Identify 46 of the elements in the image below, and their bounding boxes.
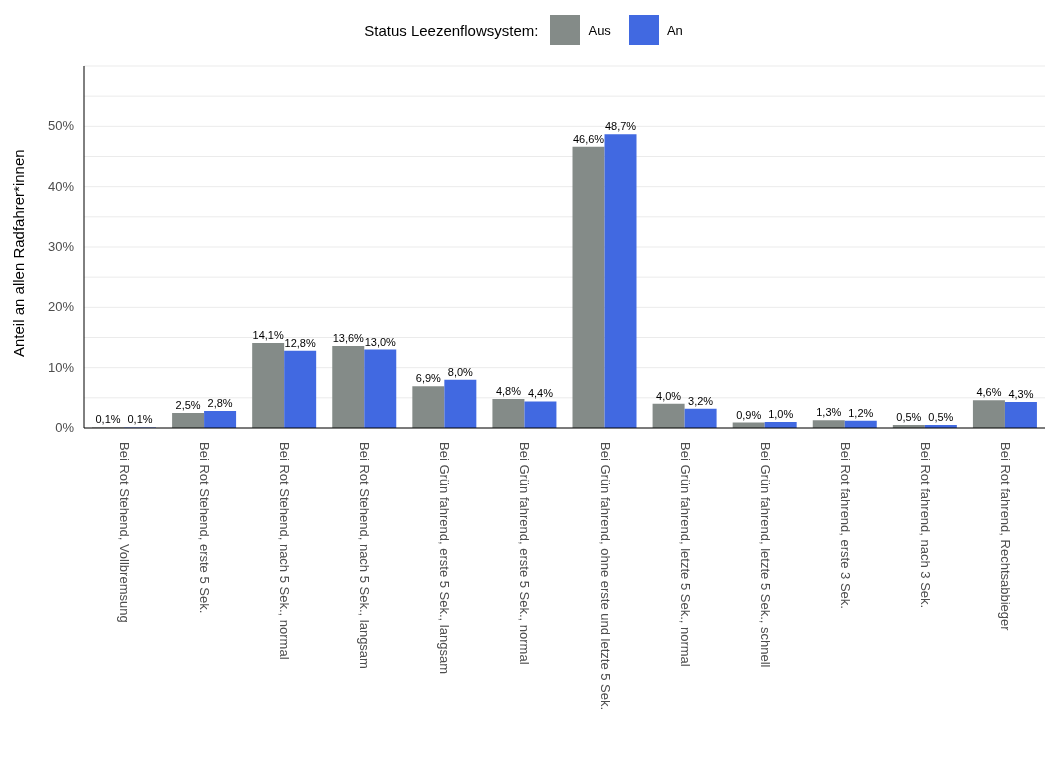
x-tick-label: Bei Rot Stehend, erste 5 Sek.: [197, 442, 213, 614]
data-label: 8,0%: [447, 365, 474, 378]
data-label: 4,3%: [1008, 388, 1034, 401]
data-label: 4,6%: [976, 386, 1002, 399]
x-tick-label: Bei Grün fahrend, ohne erste und letzte 5 Sek.: [597, 442, 613, 711]
data-label: 4,8%: [495, 385, 522, 398]
data-label: 48,7%: [604, 120, 637, 133]
data-label: 14,1%: [252, 328, 284, 341]
x-tick-label: Bei Rot Stehend, Vollbremsung: [117, 442, 133, 623]
y-tick-label: 20%: [47, 299, 75, 315]
legend-label: An: [666, 22, 683, 38]
x-tick-label: Bei Grün fahrend, letzte 5 Sek., schnell: [757, 442, 773, 668]
x-tick-label: Bei Grün fahrend, erste 5 Sek., normal: [517, 442, 533, 665]
data-label: 4,4%: [527, 387, 554, 400]
x-tick-label: Bei Grün fahrend, letzte 5 Sek., normal: [677, 442, 693, 667]
x-tick-label: Bei Rot Stehend, nach 5 Sek., normal: [277, 442, 293, 660]
data-label: 6,9%: [415, 372, 442, 385]
data-label: 0,5%: [928, 410, 954, 423]
legend-title: Status Leezenflowsystem:: [364, 21, 539, 39]
data-label: 2,8%: [207, 397, 233, 410]
data-label: 12,8%: [284, 336, 316, 349]
legend-label: Aus: [588, 22, 611, 38]
x-tick-label: Bei Rot Stehend, nach 5 Sek., langsam: [357, 442, 373, 669]
data-label: 1,0%: [768, 407, 794, 420]
data-label: 2,5%: [175, 398, 201, 411]
data-label: 46,6%: [572, 132, 605, 145]
data-label: 0,5%: [896, 410, 922, 423]
y-tick-label: 40%: [47, 178, 75, 194]
data-label: 3,2%: [688, 394, 714, 407]
x-tick-label: Bei Rot fahrend, erste 3 Sek.: [837, 442, 853, 609]
data-label: 0,1%: [95, 413, 121, 426]
y-tick-label: 0%: [55, 420, 75, 435]
data-label: 13,0%: [364, 335, 397, 348]
y-tick-label: 50%: [47, 118, 75, 134]
y-axis-title: Anteil an allen Radfahrer*innen: [10, 149, 28, 357]
y-tick-label: 30%: [47, 239, 75, 254]
data-label: 4,0%: [656, 389, 682, 402]
data-label: 13,6%: [332, 331, 365, 344]
data-label: 0,1%: [127, 413, 153, 426]
x-tick-label: Bei Rot fahrend, nach 3 Sek.: [917, 442, 933, 609]
x-tick-label: Bei Grün fahrend, erste 5 Sek., langsam: [437, 442, 453, 674]
data-label: 0,9%: [736, 408, 762, 421]
data-label: 1,2%: [848, 406, 874, 419]
x-tick-label: Bei Rot fahrend, Rechtsabbieger: [997, 442, 1013, 632]
data-label: 1,3%: [816, 406, 842, 419]
y-tick-label: 10%: [47, 359, 75, 375]
